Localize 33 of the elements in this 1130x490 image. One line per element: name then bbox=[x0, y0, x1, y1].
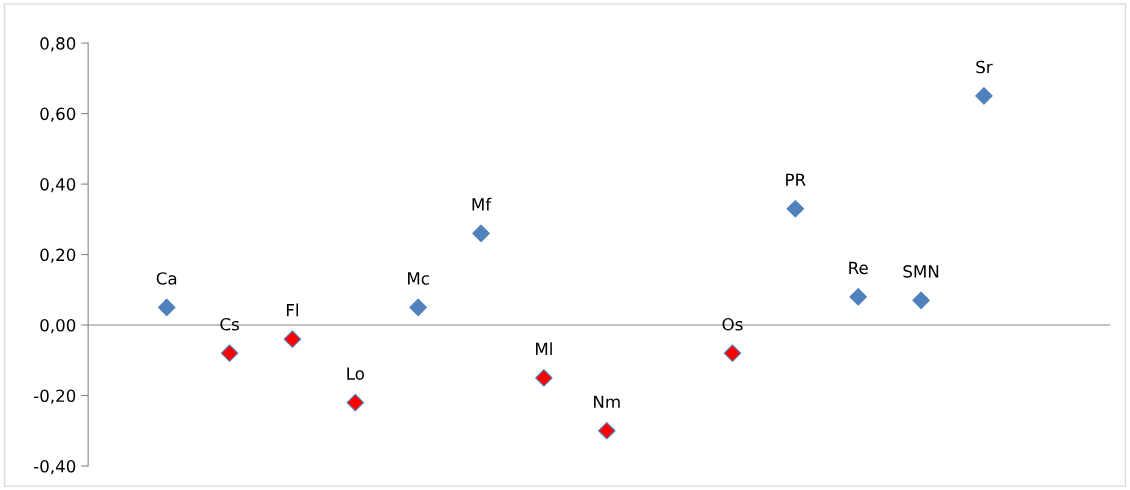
point bbox=[723, 344, 742, 362]
y-tick-label: 0,20 bbox=[40, 248, 76, 263]
y-tick-label: 0,40 bbox=[40, 178, 76, 193]
x-tick-label: Re bbox=[849, 261, 868, 275]
y-tick-label: -0,40 bbox=[34, 459, 76, 475]
x-tick-label: SMN bbox=[903, 265, 939, 278]
point bbox=[346, 393, 365, 412]
y-tick-label: 0,80 bbox=[40, 37, 76, 52]
point bbox=[912, 291, 930, 310]
y-tick-label: 0,00 bbox=[40, 319, 76, 334]
x-tick-label: Ml bbox=[536, 342, 552, 355]
x-tick-label: Fl bbox=[286, 303, 298, 317]
point bbox=[849, 288, 867, 306]
x-tick-label: Os bbox=[722, 317, 743, 331]
x-tick-label: Cs bbox=[220, 317, 239, 331]
x-tick-label: Lo bbox=[347, 367, 364, 380]
y-tick-label: -0,20 bbox=[34, 389, 76, 404]
x-tick-label: Sr bbox=[976, 60, 993, 74]
x-tick-label: PR bbox=[786, 173, 806, 186]
point bbox=[597, 421, 616, 440]
x-tick-label: Nm bbox=[594, 395, 620, 408]
point bbox=[409, 298, 427, 317]
point bbox=[472, 224, 490, 243]
point bbox=[975, 87, 993, 105]
x-tick-label: Mc bbox=[408, 272, 429, 285]
x-tick-label: Ca bbox=[156, 272, 177, 285]
x-tick-label: Mf bbox=[472, 197, 492, 211]
point bbox=[220, 344, 239, 362]
point bbox=[535, 369, 553, 387]
point bbox=[157, 298, 176, 317]
y-tick-label: 0,60 bbox=[40, 107, 76, 122]
point bbox=[786, 199, 805, 218]
point bbox=[283, 330, 302, 348]
